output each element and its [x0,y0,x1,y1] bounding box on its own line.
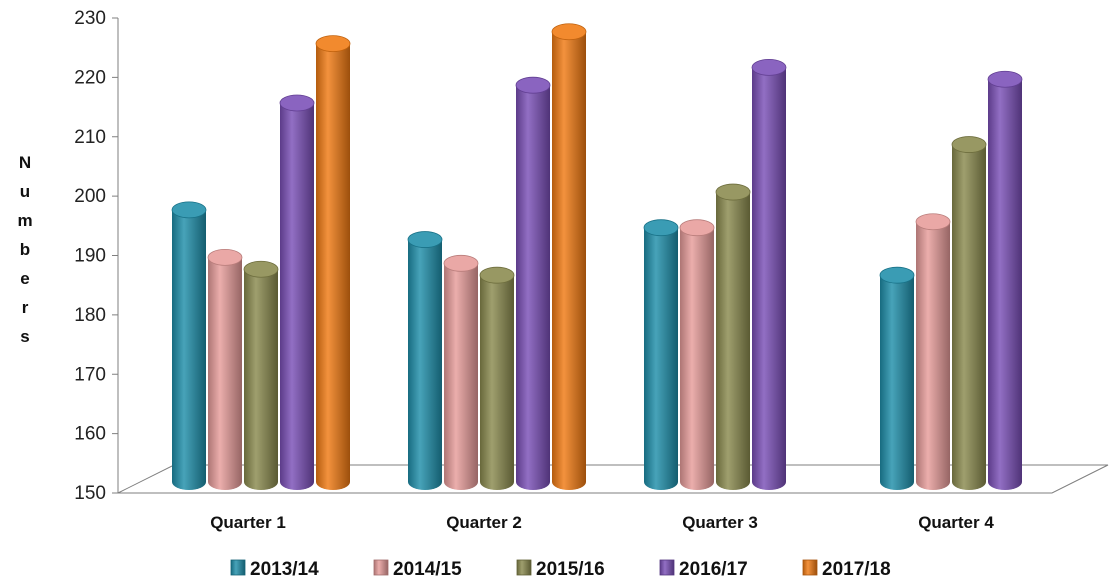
y-tick-label: 170 [74,364,106,385]
bar [679,219,715,490]
y-tick-label: 160 [74,424,106,445]
bar-body [444,263,478,490]
bar-top [915,213,951,231]
legend-item: 2017/18 [802,559,891,580]
bar [515,76,551,490]
x-tick-label: Quarter 1 [210,513,286,532]
y-axis-label-char: s [20,327,29,346]
legend-item: 2016/17 [659,559,748,580]
bar-top [751,58,787,76]
bar [207,248,243,490]
bar [279,94,315,490]
legend-label: 2017/18 [822,559,891,580]
y-axis-label-char: m [17,211,32,230]
bar-body [880,275,914,490]
bar-top [643,219,679,237]
bar-body [644,227,678,490]
y-tick-label: 230 [74,8,106,29]
legend-label: 2015/16 [536,559,605,580]
y-axis-label-char: N [19,153,31,172]
bar [751,58,787,490]
y-tick-label: 190 [74,246,106,267]
y-axis-label-char: e [20,269,29,288]
bar-top [315,35,351,53]
bar-top [207,248,243,266]
legend-item: 2015/16 [516,559,605,580]
x-tick-label: Quarter 3 [682,513,758,532]
bar-body [480,275,514,490]
legend-swatch [802,559,818,576]
y-axis-label-char: u [20,182,30,201]
legend-label: 2014/15 [393,559,462,580]
y-tick-label: 220 [74,67,106,88]
y-tick-label: 150 [74,483,106,504]
legend-swatch [230,559,246,576]
x-tick-label: Quarter 2 [446,513,522,532]
bar-top [951,136,987,153]
bar [443,254,479,490]
y-tick-label: 210 [74,127,106,148]
legend-label: 2016/17 [679,559,748,580]
bar-body [516,85,550,490]
bar-body [916,221,950,490]
bar-body [716,192,750,490]
bar-top [879,266,915,284]
bar-top [479,266,515,284]
legend-swatch [516,559,532,576]
bar [879,266,915,490]
y-tick-label: 180 [74,305,106,326]
bar [243,260,279,490]
bar-body [988,79,1022,490]
y-axis-label-char: b [20,240,30,259]
bar [479,266,515,490]
category-labels: Quarter 1 Quarter 2 Quarter 3 Quarter 4 [210,513,994,532]
bar [715,183,751,490]
bar [951,136,987,490]
bar-top [551,23,587,41]
x-tick-label: Quarter 4 [918,513,994,532]
y-tick-label: 200 [74,186,106,207]
bar-top [171,201,207,219]
bar-top [515,76,551,94]
bar [171,201,207,490]
bar-body [752,67,786,490]
bar-body [552,31,586,490]
bar-top [407,231,443,248]
legend-label: 2013/14 [250,559,319,580]
bars [171,23,1023,490]
bar-body [408,239,442,490]
bar-body [244,269,278,490]
bar-top [679,219,715,237]
bar [551,23,587,490]
bar [987,70,1023,490]
bar-body [280,103,314,490]
bar [915,213,951,490]
legend: 2013/14 2014/15 2015/16 2016/17 2017/18 [230,559,891,580]
axes: 150 160 170 180 190 200 210 220 230 [74,8,1052,504]
legend-item: 2013/14 [230,559,319,580]
bar [643,219,679,490]
bar-top [243,260,279,278]
y-axis-label-char: r [22,298,29,317]
bar [407,231,443,490]
bar-body [952,144,986,490]
bar-top [715,183,751,201]
bar-body [208,257,242,490]
bar [315,35,351,490]
legend-swatch [659,559,675,576]
legend-item: 2014/15 [373,559,462,580]
bar-body [680,227,714,490]
legend-swatch [373,559,389,576]
bar-body [316,43,350,490]
bar-top [443,254,479,272]
bar-top [279,94,315,112]
bar-body [172,209,206,490]
bar-top [987,70,1023,88]
